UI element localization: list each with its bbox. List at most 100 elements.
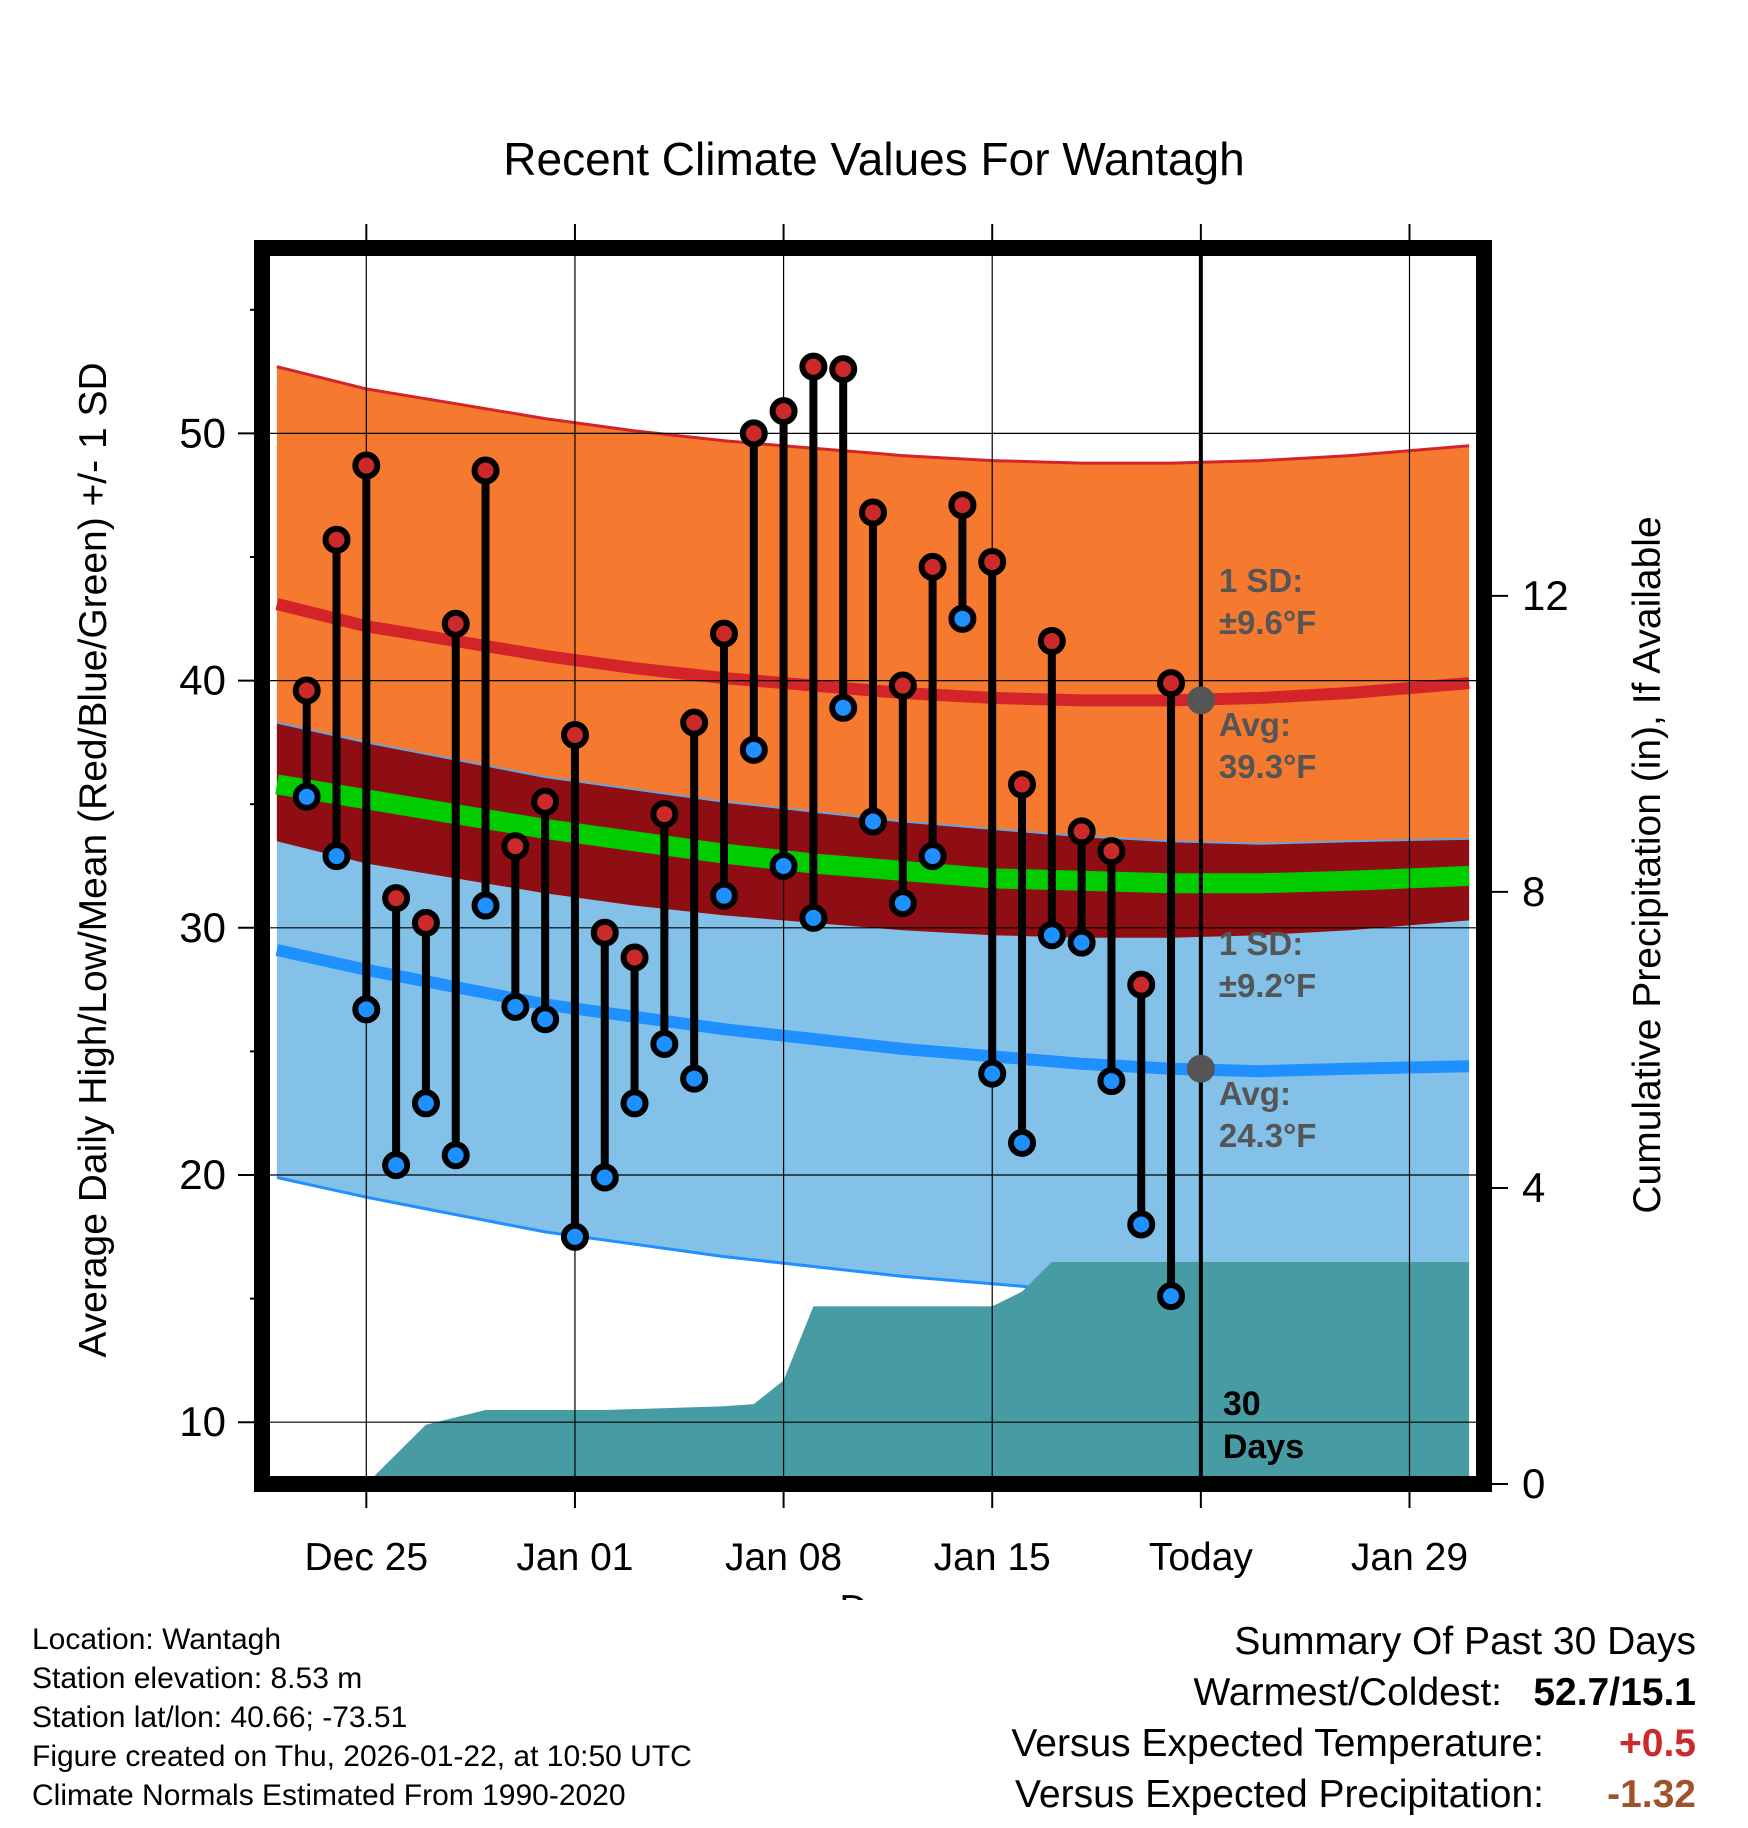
daily-low-point [1067,928,1096,957]
temp-anomaly-label: Versus Expected Temperature: [1011,1722,1544,1765]
daily-high-point [441,609,470,638]
daily-high-point [620,943,649,972]
y2-tick-label: 0 [1522,1460,1545,1507]
location-text: Location: Wantagh [32,1623,282,1656]
daily-high-point [918,552,947,581]
daily-low-point [948,604,977,633]
daily-low-point [709,881,738,910]
y-tick-label: 10 [179,1398,226,1445]
high-avg-marker [1186,686,1215,715]
x-tick-label: Jan 08 [725,1536,842,1579]
y-axis-label: Average Daily High/Low/Mean (Red/Blue/Gr… [72,362,115,1357]
daily-high-point [1037,627,1066,656]
precip-anomaly-label: Versus Expected Precipitation: [1015,1773,1544,1816]
x-axis-label: Day [839,1588,909,1600]
daily-high-point [1127,970,1156,999]
daily-high-point [590,918,619,947]
summary-warmest-row: Warmest/Coldest: 52.7/15.1 [1011,1667,1696,1718]
daily-low-point [471,891,500,920]
daily-low-point [650,1029,679,1058]
daily-low-point [799,903,828,932]
daily-low-point [680,1064,709,1093]
low-sd-upper-line [276,721,1470,845]
y2-tick-label: 8 [1522,868,1545,915]
daily-low-point [590,1163,619,1192]
created-text: Figure created on Thu, 2026-01-22, at 10… [32,1740,692,1773]
daily-low-point [859,807,887,836]
daily-low-point [382,1151,411,1180]
x-tick-label: Jan 15 [934,1536,1051,1579]
x-tick-label: Today [1149,1536,1254,1579]
climate-chart: Recent Climate Values For Wantagh 1 SD: ±… [72,133,1669,1600]
normal-low-line [275,944,1470,1078]
low-avg-marker [1186,1054,1215,1083]
daily-low-point [1127,1210,1156,1239]
daily-high-point [1067,817,1096,846]
station-info: Location: Wantagh Station elevation: 8.5… [32,1620,692,1815]
daily-high-point [322,525,351,554]
summary-heading: Summary Of Past 30 Days [1234,1620,1696,1663]
y-tick-label: 40 [179,657,226,704]
summary-precip-row: Versus Expected Precipitation: -1.32 [1011,1769,1696,1820]
latlon-text: Station lat/lon: 40.66; -73.51 [32,1701,408,1734]
daily-high-point [650,800,679,829]
daily-low-point [1037,921,1066,950]
daily-high-point [888,671,917,700]
daily-high-point [1157,669,1186,698]
plot-frame [254,240,1492,1492]
daily-low-point [1157,1282,1186,1311]
daily-high-point [501,832,530,861]
daily-high-point [978,547,1007,576]
daily-low-point [560,1222,589,1251]
daily-high-point [352,451,381,480]
precip-anomaly-value: -1.32 [1607,1773,1696,1816]
plot-area [262,248,1484,1484]
daily-high-point [1097,837,1126,866]
daily-high-point [739,419,768,448]
daily-low-point [322,842,351,871]
daily-low-point [739,735,768,764]
daily-low-point [1008,1128,1037,1157]
high-avg-value: 39.3°F [1219,748,1317,785]
high-avg-label: Avg: [1219,706,1291,743]
daily-low-point [352,995,381,1024]
x-tick-label: Jan 29 [1351,1536,1468,1579]
daily-low-point [918,842,947,871]
low-sd-value: ±9.2°F [1219,967,1316,1004]
warmest-value: 52.7/15.1 [1533,1671,1696,1714]
normals-text: Climate Normals Estimated From 1990-2020 [32,1779,626,1812]
temp-anomaly-value: +0.5 [1619,1722,1696,1765]
daily-low-point [829,693,858,722]
x-tick-label: Jan 01 [516,1536,633,1579]
daily-low-point [769,852,798,880]
warmest-label: Warmest/Coldest: [1193,1671,1502,1714]
high-sd-label: 1 SD: [1219,562,1303,599]
normal-mean-line [275,774,1470,894]
daily-low-point [531,1005,560,1034]
days-label-text: Days [1223,1428,1304,1466]
x-tick-label: Dec 25 [305,1536,429,1579]
daily-high-point [1008,770,1037,799]
chart-title: Recent Climate Values For Wantagh [503,133,1244,185]
low-avg-label: Avg: [1219,1075,1291,1112]
daily-high-point [829,355,858,384]
days-label-number: 30 [1223,1385,1261,1423]
daily-high-point [411,908,440,937]
normal-high-line [275,598,1470,707]
daily-high-point [859,498,887,527]
y-tick-label: 50 [179,409,226,456]
daily-high-point [560,720,589,749]
summary-panel: Summary Of Past 30 Days Warmest/Coldest:… [1011,1616,1696,1820]
daily-high-point [799,352,828,381]
daily-high-point [769,397,798,426]
daily-low-point [441,1141,470,1170]
daily-low-point [501,992,530,1021]
y2-tick-label: 4 [1522,1164,1545,1211]
daily-low-point [292,782,321,811]
daily-high-point [471,456,500,485]
elevation-text: Station elevation: 8.53 m [32,1662,363,1695]
daily-low-point [888,889,917,918]
y-tick-label: 30 [179,904,226,951]
low-avg-value: 24.3°F [1219,1117,1317,1154]
y2-tick-label: 12 [1522,572,1569,619]
